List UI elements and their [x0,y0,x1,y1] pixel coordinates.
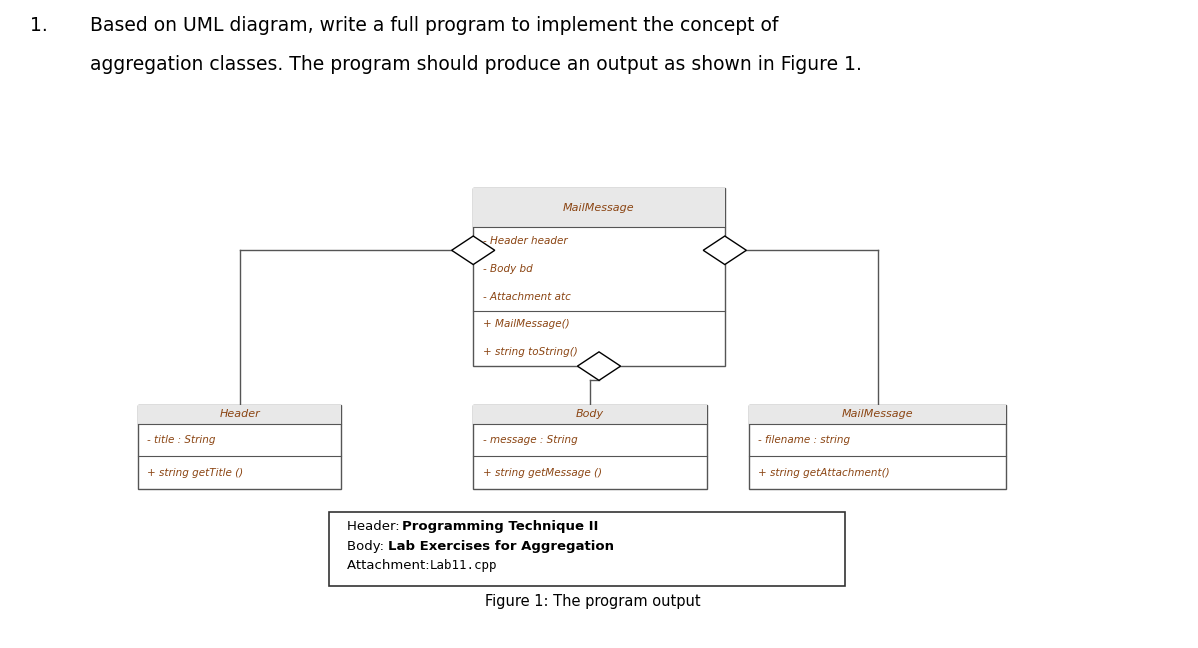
Text: aggregation classes. The program should produce an output as shown in Figure 1.: aggregation classes. The program should … [90,55,861,74]
Bar [473,188,725,366]
Bar [473,405,707,489]
Text: Figure 1: The program output: Figure 1: The program output [485,594,701,609]
Text: + string getMessage (): + string getMessage () [483,468,601,478]
Text: Lab Exercises for Aggregation: Lab Exercises for Aggregation [388,540,615,553]
Polygon shape [577,352,621,380]
Text: MailMessage: MailMessage [563,203,635,213]
Text: + MailMessage(): + MailMessage() [483,319,569,329]
Text: MailMessage: MailMessage [842,410,913,419]
Text: Body: Body [576,410,604,419]
Text: + string toString(): + string toString() [483,347,577,357]
Text: Attachment:: Attachment: [347,559,435,572]
Bar [749,405,1006,424]
Polygon shape [703,236,746,264]
Text: Based on UML diagram, write a full program to implement the concept of: Based on UML diagram, write a full progr… [90,16,779,35]
Text: + string getTitle (): + string getTitle () [147,468,243,478]
Text: Programming Technique II: Programming Technique II [403,520,599,533]
Text: - message : String: - message : String [483,435,577,445]
Text: Lab11.cpp: Lab11.cpp [429,559,497,572]
Bar [749,405,1006,489]
Polygon shape [452,236,495,264]
Text: Header:: Header: [347,520,404,533]
Bar [473,405,707,424]
Text: 1.: 1. [30,16,48,35]
Text: - Header header: - Header header [483,236,568,246]
Text: - title : String: - title : String [147,435,216,445]
Text: - filename : string: - filename : string [758,435,851,445]
Text: - Attachment atc: - Attachment atc [483,292,570,301]
Bar [138,405,341,424]
Text: Header: Header [219,410,260,419]
Text: Body:: Body: [347,540,388,553]
Bar [138,405,341,489]
Bar [329,512,845,586]
Text: + string getAttachment(): + string getAttachment() [758,468,890,478]
Bar [473,188,725,227]
Text: - Body bd: - Body bd [483,264,533,274]
